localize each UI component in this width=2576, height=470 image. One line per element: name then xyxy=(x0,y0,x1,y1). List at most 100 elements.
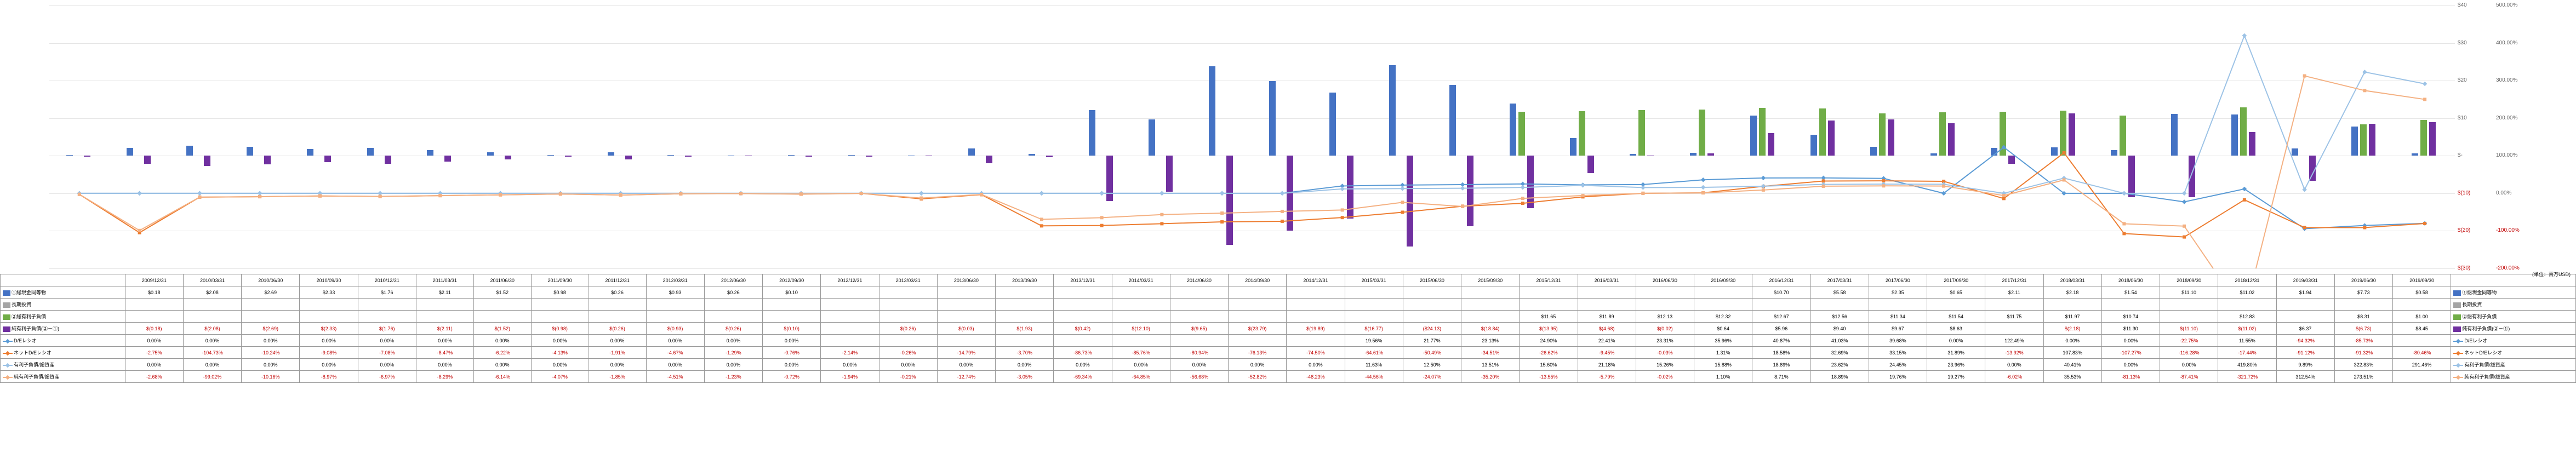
data-cell: 35.53% xyxy=(2043,371,2101,383)
bar xyxy=(2051,147,2058,156)
data-cell: -8.97% xyxy=(300,371,358,383)
data-cell: -44.56% xyxy=(1345,371,1403,383)
data-cell xyxy=(2160,299,2218,311)
period-header: 2018/06/30 xyxy=(2101,274,2160,286)
data-cell xyxy=(1229,299,1287,311)
data-cell: -6.97% xyxy=(358,371,416,383)
data-cell: $5.96 xyxy=(1752,323,1810,335)
data-cell xyxy=(2101,299,2160,311)
period-header: 2014/06/30 xyxy=(1170,274,1228,286)
period-header: 2010/12/31 xyxy=(358,274,416,286)
bar xyxy=(1106,156,1113,201)
bar xyxy=(2060,111,2066,156)
data-cell xyxy=(2160,311,2218,323)
data-cell: $2.33 xyxy=(300,286,358,299)
data-cell: $(0.26) xyxy=(879,323,937,335)
data-cell: -26.62% xyxy=(1520,347,1578,359)
data-cell: -35.20% xyxy=(1461,371,1520,383)
data-cell xyxy=(183,299,241,311)
bar xyxy=(2189,156,2195,197)
data-cell: -50.49% xyxy=(1403,347,1461,359)
data-cell: -116.28% xyxy=(2160,347,2218,359)
data-cell xyxy=(125,311,183,323)
data-cell xyxy=(996,311,1054,323)
period-header: 2010/09/30 xyxy=(300,274,358,286)
data-cell: -34.51% xyxy=(1461,347,1520,359)
data-cell xyxy=(1170,286,1228,299)
data-cell: -64.85% xyxy=(1112,371,1170,383)
bar xyxy=(1510,104,1516,156)
data-cell: $(0.03) xyxy=(937,323,995,335)
data-cell: 0.00% xyxy=(2101,359,2160,371)
data-cell: 322.83% xyxy=(2334,359,2392,371)
bar xyxy=(667,155,674,156)
data-cell: 0.00% xyxy=(704,359,762,371)
data-cell: $(0.26) xyxy=(589,323,646,335)
data-cell xyxy=(1112,311,1170,323)
data-cell xyxy=(1229,335,1287,347)
period-header: 2016/09/30 xyxy=(1694,274,1752,286)
data-cell: 0.00% xyxy=(242,359,300,371)
data-cell xyxy=(704,299,762,311)
period-header: 2011/12/31 xyxy=(589,274,646,286)
data-cell: 0.00% xyxy=(473,359,531,371)
bar xyxy=(127,148,133,156)
data-cell: -2.14% xyxy=(821,347,879,359)
bar xyxy=(1819,108,1826,156)
data-cell: ($24.13) xyxy=(1403,323,1461,335)
bar xyxy=(2360,124,2367,156)
bar xyxy=(505,156,511,159)
data-cell: 33.15% xyxy=(1869,347,1927,359)
data-cell xyxy=(1170,299,1228,311)
data-cell: $(0.98) xyxy=(531,323,589,335)
data-cell: 35.96% xyxy=(1694,335,1752,347)
bar xyxy=(1449,85,1456,156)
bar xyxy=(1707,153,1714,156)
data-cell: $2.18 xyxy=(2043,286,2101,299)
data-cell: $11.75 xyxy=(1985,311,2043,323)
data-cell xyxy=(646,311,704,323)
period-header: 2013/09/30 xyxy=(996,274,1054,286)
data-cell: -10.16% xyxy=(242,371,300,383)
data-cell: -5.79% xyxy=(1578,371,1636,383)
data-cell: 291.46% xyxy=(2393,359,2451,371)
period-header: 2017/03/31 xyxy=(1810,274,1869,286)
period-header: 2011/06/30 xyxy=(473,274,531,286)
bar xyxy=(1870,147,1877,156)
data-cell: 21.77% xyxy=(1403,335,1461,347)
data-cell xyxy=(1403,311,1461,323)
data-cell xyxy=(996,286,1054,299)
bar xyxy=(788,155,795,156)
data-cell: -0.72% xyxy=(763,371,821,383)
data-cell: 18.89% xyxy=(1810,371,1869,383)
data-cell: 39.68% xyxy=(1869,335,1927,347)
bar xyxy=(1226,156,1233,245)
data-cell: $(2.69) xyxy=(242,323,300,335)
data-cell xyxy=(1112,286,1170,299)
data-cell: $0.26 xyxy=(704,286,762,299)
data-cell: 0.00% xyxy=(358,335,416,347)
data-cell: 0.00% xyxy=(996,359,1054,371)
data-cell xyxy=(473,299,531,311)
period-header: 2014/09/30 xyxy=(1229,274,1287,286)
data-cell: 419.80% xyxy=(2218,359,2276,371)
data-cell xyxy=(879,299,937,311)
data-cell: -7.08% xyxy=(358,347,416,359)
data-cell: $11.10 xyxy=(2160,286,2218,299)
data-cell: 0.00% xyxy=(589,335,646,347)
data-cell: 0.00% xyxy=(589,359,646,371)
data-cell xyxy=(1578,286,1636,299)
data-cell: 11.63% xyxy=(1345,359,1403,371)
data-table: 2009/12/312010/03/312010/06/302010/09/30… xyxy=(0,274,2576,383)
data-cell: 0.00% xyxy=(1112,359,1170,371)
data-cell: 0.00% xyxy=(763,335,821,347)
period-header: 2010/03/31 xyxy=(183,274,241,286)
data-cell: 0.00% xyxy=(2043,335,2101,347)
data-cell xyxy=(2276,311,2334,323)
data-cell: $12.83 xyxy=(2218,311,2276,323)
bar xyxy=(247,147,253,156)
data-cell: -13.55% xyxy=(1520,371,1578,383)
data-cell: -6.22% xyxy=(473,347,531,359)
data-cell xyxy=(821,323,879,335)
bar xyxy=(2249,132,2255,156)
